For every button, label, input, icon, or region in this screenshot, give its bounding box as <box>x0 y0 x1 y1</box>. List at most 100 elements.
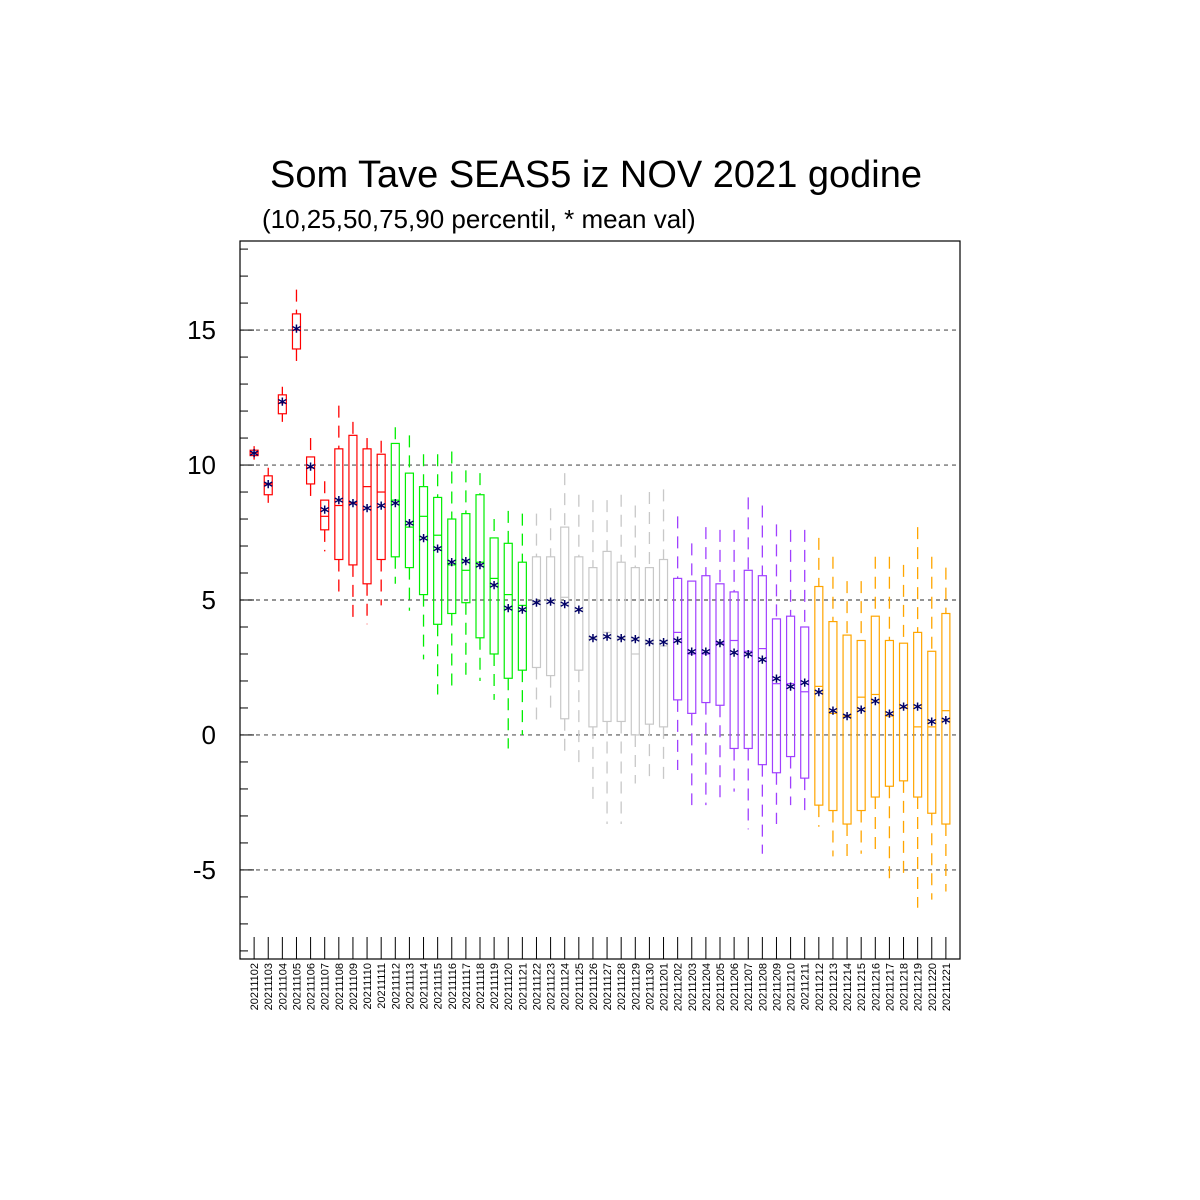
iqr-box <box>362 448 372 585</box>
x-tick-label: 20211221 <box>941 963 953 1011</box>
x-tick-label: 20211201 <box>659 963 671 1011</box>
mean-marker: * <box>518 602 528 623</box>
mean-marker: * <box>320 503 330 524</box>
iqr-box <box>588 567 598 728</box>
mean-marker: * <box>292 322 302 343</box>
box-20211211 <box>800 529 810 816</box>
box-20211209 <box>771 524 782 825</box>
mean-marker: * <box>602 629 612 650</box>
iqr-box <box>630 567 640 736</box>
x-tick-label: 20211130 <box>644 963 656 1010</box>
box-20211122 <box>531 513 542 727</box>
mean-marker: * <box>504 601 514 622</box>
boxes <box>249 289 951 908</box>
box-20211108 <box>334 405 344 592</box>
box-20211124 <box>560 473 570 754</box>
mean-marker: * <box>842 709 852 730</box>
iqr-box <box>729 591 739 750</box>
iqr-box <box>771 618 782 774</box>
x-tick-label: 20211128 <box>616 963 628 1010</box>
mean-marker: * <box>362 501 372 522</box>
box-20211118 <box>475 473 485 681</box>
x-tick-label: 20211105 <box>291 963 303 1010</box>
iqr-box <box>616 561 626 723</box>
y-tick-label: 15 <box>187 315 216 345</box>
mean-marker: * <box>941 713 951 734</box>
iqr-box <box>334 448 344 561</box>
x-tick-label: 20211107 <box>320 963 332 1010</box>
mean-marker: * <box>673 633 683 654</box>
box-20211104 <box>277 386 287 422</box>
x-tick-label: 20211207 <box>743 963 755 1011</box>
iqr-box <box>644 567 655 725</box>
box-20211125 <box>574 494 584 771</box>
mean-marker: * <box>814 685 824 706</box>
box-20211117 <box>461 470 471 681</box>
box-20211205 <box>715 529 725 800</box>
x-tick-label: 20211109 <box>348 963 360 1010</box>
iqr-box <box>531 556 542 669</box>
box-20211128 <box>616 494 626 825</box>
iqr-box <box>870 615 880 798</box>
mean-marker: * <box>249 446 259 467</box>
box-20211110 <box>362 438 372 625</box>
mean-marker: * <box>574 602 584 623</box>
box-20211113 <box>404 435 415 611</box>
iqr-box <box>828 620 838 812</box>
x-tick-label: 20211206 <box>729 963 741 1011</box>
x-tick-label: 20211117 <box>461 963 473 1010</box>
mean-marker: * <box>927 714 937 735</box>
iqr-box <box>814 585 824 806</box>
box-20211119 <box>489 519 499 700</box>
box-20211120 <box>503 510 513 749</box>
mean-marker: * <box>391 496 401 517</box>
mean-marker: * <box>800 675 810 696</box>
x-tick-label: 20211122 <box>531 963 543 1010</box>
mean-marker: * <box>475 558 485 579</box>
x-tick-label: 20211124 <box>560 963 572 1010</box>
y-tick-label: 10 <box>187 450 216 480</box>
iqr-box <box>658 558 669 728</box>
iqr-box <box>884 639 895 787</box>
mean-marker: * <box>616 631 626 652</box>
box-20211214 <box>842 581 852 860</box>
iqr-box <box>517 561 527 671</box>
x-tick-label: 20211209 <box>771 963 783 1011</box>
box-20211111 <box>376 440 386 606</box>
iqr-box <box>447 518 457 615</box>
box-20211102 <box>249 446 259 460</box>
iqr-box <box>545 556 556 677</box>
box-20211115 <box>433 454 443 695</box>
mean-marker: * <box>334 493 344 514</box>
box-20211215 <box>856 581 866 854</box>
y-tick-label: 0 <box>202 720 216 750</box>
iqr-box <box>785 615 796 758</box>
x-tick-label: 20211123 <box>546 963 558 1010</box>
chart-title: Som Tave SEAS5 iz NOV 2021 godine <box>270 154 922 196</box>
mean-marker: * <box>278 395 288 416</box>
box-20211106 <box>305 438 316 498</box>
x-tick-label: 20211127 <box>602 963 614 1010</box>
mean-marker: * <box>772 671 782 692</box>
x-tick-label: 20211217 <box>884 963 896 1011</box>
box-20211210 <box>785 529 796 806</box>
iqr-box <box>673 577 683 701</box>
iqr-box <box>489 537 499 655</box>
box-20211105 <box>291 289 302 363</box>
mean-marker: * <box>631 632 641 653</box>
iqr-box <box>800 626 810 779</box>
x-tick-label: 20211126 <box>588 963 600 1010</box>
iqr-box <box>433 496 443 625</box>
iqr-box <box>757 575 767 766</box>
mean-marker: * <box>828 704 838 725</box>
mean-marker: * <box>546 594 556 615</box>
iqr-box <box>701 575 711 704</box>
x-tick-label: 20211106 <box>306 963 318 1010</box>
mean-marker: * <box>659 635 669 656</box>
x-tick-label: 20211212 <box>814 963 826 1011</box>
iqr-box <box>291 313 302 350</box>
box-20211203 <box>687 543 697 806</box>
mean-marker: * <box>758 652 768 673</box>
x-tick-label: 20211219 <box>913 963 925 1011</box>
